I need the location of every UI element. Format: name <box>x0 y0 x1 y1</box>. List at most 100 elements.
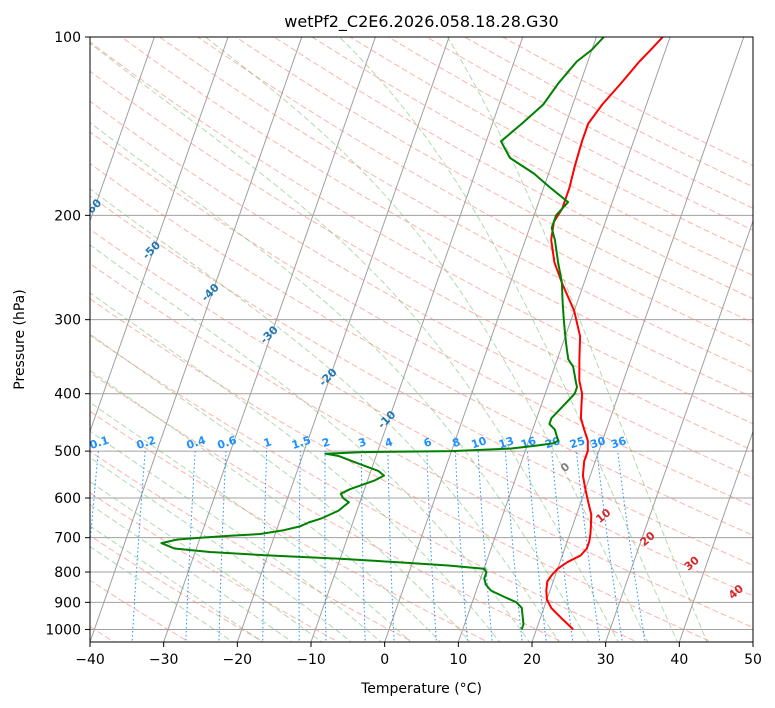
isotherm-label: -60 <box>81 196 104 219</box>
dry-adiabat-line <box>90 334 639 642</box>
mixing-ratio-line <box>454 451 469 642</box>
mixing-ratio-label: 0.6 <box>216 433 239 451</box>
x-tick-label: −20 <box>223 652 253 668</box>
mixing-ratio-line <box>298 451 301 642</box>
mixing-ratio-label: 25 <box>568 434 587 451</box>
plot-frame <box>89 36 754 643</box>
x-axis-label: Temperature (°C) <box>360 681 482 697</box>
dry-adiabat-line <box>90 372 564 642</box>
dry-adiabat-line <box>90 100 753 479</box>
isotherm-line <box>384 37 597 642</box>
x-tick-label: 0 <box>380 652 389 668</box>
moist-adiabat-line <box>90 292 501 642</box>
axis-ticks: −40 −30 −20 −10 0 10 20 30 40 5010020030040050060… <box>45 30 762 668</box>
mixing-ratio-line <box>262 451 268 642</box>
isotherm-line <box>678 430 753 642</box>
mixing-ratio-label: 36 <box>609 434 628 451</box>
mixing-ratio-line <box>360 451 366 642</box>
temperature-line <box>545 37 664 631</box>
mixing-ratio-line <box>527 451 547 642</box>
y-axis-label: Pressure (hPa) <box>12 289 28 389</box>
moist-adiabat-line <box>90 244 531 642</box>
moist-adiabat-line <box>204 37 649 642</box>
mixing-ratio-label: 8 <box>451 435 462 450</box>
mixing-ratio-label: 16 <box>519 434 538 451</box>
mixing-ratio-line <box>324 451 327 642</box>
dry-adiabat-line <box>90 535 265 642</box>
x-tick-label: 50 <box>744 652 762 668</box>
dry-adiabat-line <box>197 37 753 348</box>
mixing-ratio-line <box>596 451 623 642</box>
x-tick-label: −40 <box>75 652 105 668</box>
theta-label: 20 <box>638 529 658 549</box>
theta-label: 40 <box>726 582 746 602</box>
y-tick-label: 300 <box>54 313 81 329</box>
mixing-ratio-label: 4 <box>383 435 395 450</box>
moist-adiabat-line <box>90 430 382 642</box>
moist-adiabat-line <box>447 37 708 642</box>
x-tick-label: 10 <box>449 652 467 668</box>
dry-adiabat-line <box>90 41 753 425</box>
mixing-ratio-label: 0.1 <box>88 434 111 452</box>
y-tick-label: 800 <box>54 565 81 581</box>
x-tick-label: −30 <box>149 652 179 668</box>
moist-adiabat-line <box>90 401 412 642</box>
moist-adiabat-line <box>90 188 560 642</box>
isotherm-line <box>90 37 155 223</box>
isotherm-line <box>163 37 376 642</box>
y-tick-label: 1000 <box>45 622 81 638</box>
mixing-ratio-label: 1 <box>262 435 273 450</box>
dry-adiabat-line <box>90 298 713 642</box>
chart-title: wetPf2_C2E6.2026.058.18.28.G30 <box>284 12 558 32</box>
dry-adiabat-line <box>121 37 753 399</box>
y-tick-label: 400 <box>54 387 81 403</box>
mixing-ratio-label: 13 <box>497 434 516 451</box>
moist-adiabat-line <box>339 37 678 642</box>
mixing-ratio-line <box>218 451 227 642</box>
background-lines <box>90 37 753 642</box>
dry-adiabat-line <box>273 37 753 300</box>
dry-adiabat-line <box>90 162 753 536</box>
isotherm-line <box>457 37 671 642</box>
x-tick-label: 30 <box>597 652 615 668</box>
isotherm-line <box>605 219 753 642</box>
y-tick-label: 100 <box>54 30 81 46</box>
moist-adiabat-line <box>90 525 264 642</box>
dry-adiabat-line <box>90 450 414 642</box>
dry-adiabat-line <box>90 263 753 629</box>
mixing-ratio-line <box>185 451 196 642</box>
dry-adiabat-line <box>159 37 753 373</box>
mixing-ratio-label: 3 <box>357 435 368 450</box>
y-tick-label: 200 <box>54 208 81 224</box>
isotherm-line <box>90 37 229 434</box>
isotherm-label: -50 <box>140 238 163 261</box>
moist-adiabat-line <box>90 503 293 642</box>
theta-label: 10 <box>593 506 613 526</box>
dry-adiabat-line <box>426 37 753 209</box>
mixing-ratio-label: 30 <box>589 434 608 451</box>
theta-label: 30 <box>682 553 702 573</box>
y-tick-label: 500 <box>54 444 81 460</box>
dry-adiabat-line <box>90 410 489 642</box>
isotherm-line <box>236 37 450 642</box>
dry-adiabat-line <box>90 131 753 507</box>
dry-adiabat-line <box>311 37 753 276</box>
y-tick-label: 700 <box>54 531 81 547</box>
moist-adiabat-line <box>90 369 442 642</box>
dry-adiabat-line <box>90 492 340 642</box>
mixing-ratio-label: 2 <box>320 435 331 450</box>
isotherm-label: -40 <box>199 281 222 304</box>
y-tick-label: 900 <box>54 595 81 611</box>
moist-adiabat-line <box>90 42 619 642</box>
mixing-ratio-line <box>387 451 395 642</box>
theta-label: 0 <box>558 460 572 475</box>
mixing-ratio-label: 1.5 <box>290 434 313 452</box>
mixing-ratio-label: 10 <box>470 434 489 451</box>
x-tick-label: 20 <box>523 652 541 668</box>
dry-adiabat-line <box>90 228 753 597</box>
profile-series <box>160 37 664 631</box>
moist-adiabat-line <box>90 121 590 642</box>
isotherm-line <box>90 37 303 642</box>
dewpoint-line <box>160 37 605 630</box>
x-tick-label: 40 <box>670 652 688 668</box>
